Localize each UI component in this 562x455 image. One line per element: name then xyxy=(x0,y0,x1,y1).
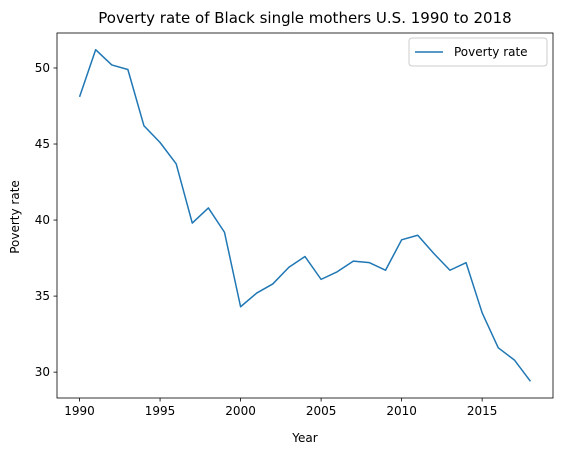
x-tick-label: 2005 xyxy=(306,404,337,418)
x-tick-label: 1990 xyxy=(64,404,95,418)
x-tick-label: 2015 xyxy=(467,404,498,418)
chart-title: Poverty rate of Black single mothers U.S… xyxy=(98,9,511,27)
legend-label: Poverty rate xyxy=(454,45,528,59)
series-line xyxy=(78,48,532,382)
x-tick-label: 2010 xyxy=(386,404,417,418)
y-tick-label: 45 xyxy=(35,137,50,151)
y-tick-label: 40 xyxy=(35,213,50,227)
y-tick-label: 35 xyxy=(35,289,50,303)
y-tick-label: 50 xyxy=(35,61,50,75)
legend: Poverty rate xyxy=(408,37,548,67)
x-axis-label: Year xyxy=(291,431,317,445)
legend-box xyxy=(408,37,548,67)
y-axis-ticks: 30 35 40 45 50 xyxy=(35,61,57,379)
x-axis-ticks: 1990 1995 2000 2005 2010 2015 xyxy=(64,398,497,418)
series-layer xyxy=(78,48,532,382)
x-tick-label: 1995 xyxy=(145,404,176,418)
x-tick-label: 2000 xyxy=(225,404,256,418)
y-axis-label: Poverty rate xyxy=(8,180,22,254)
y-tick-label: 30 xyxy=(35,365,50,379)
plot-frame xyxy=(56,32,554,399)
